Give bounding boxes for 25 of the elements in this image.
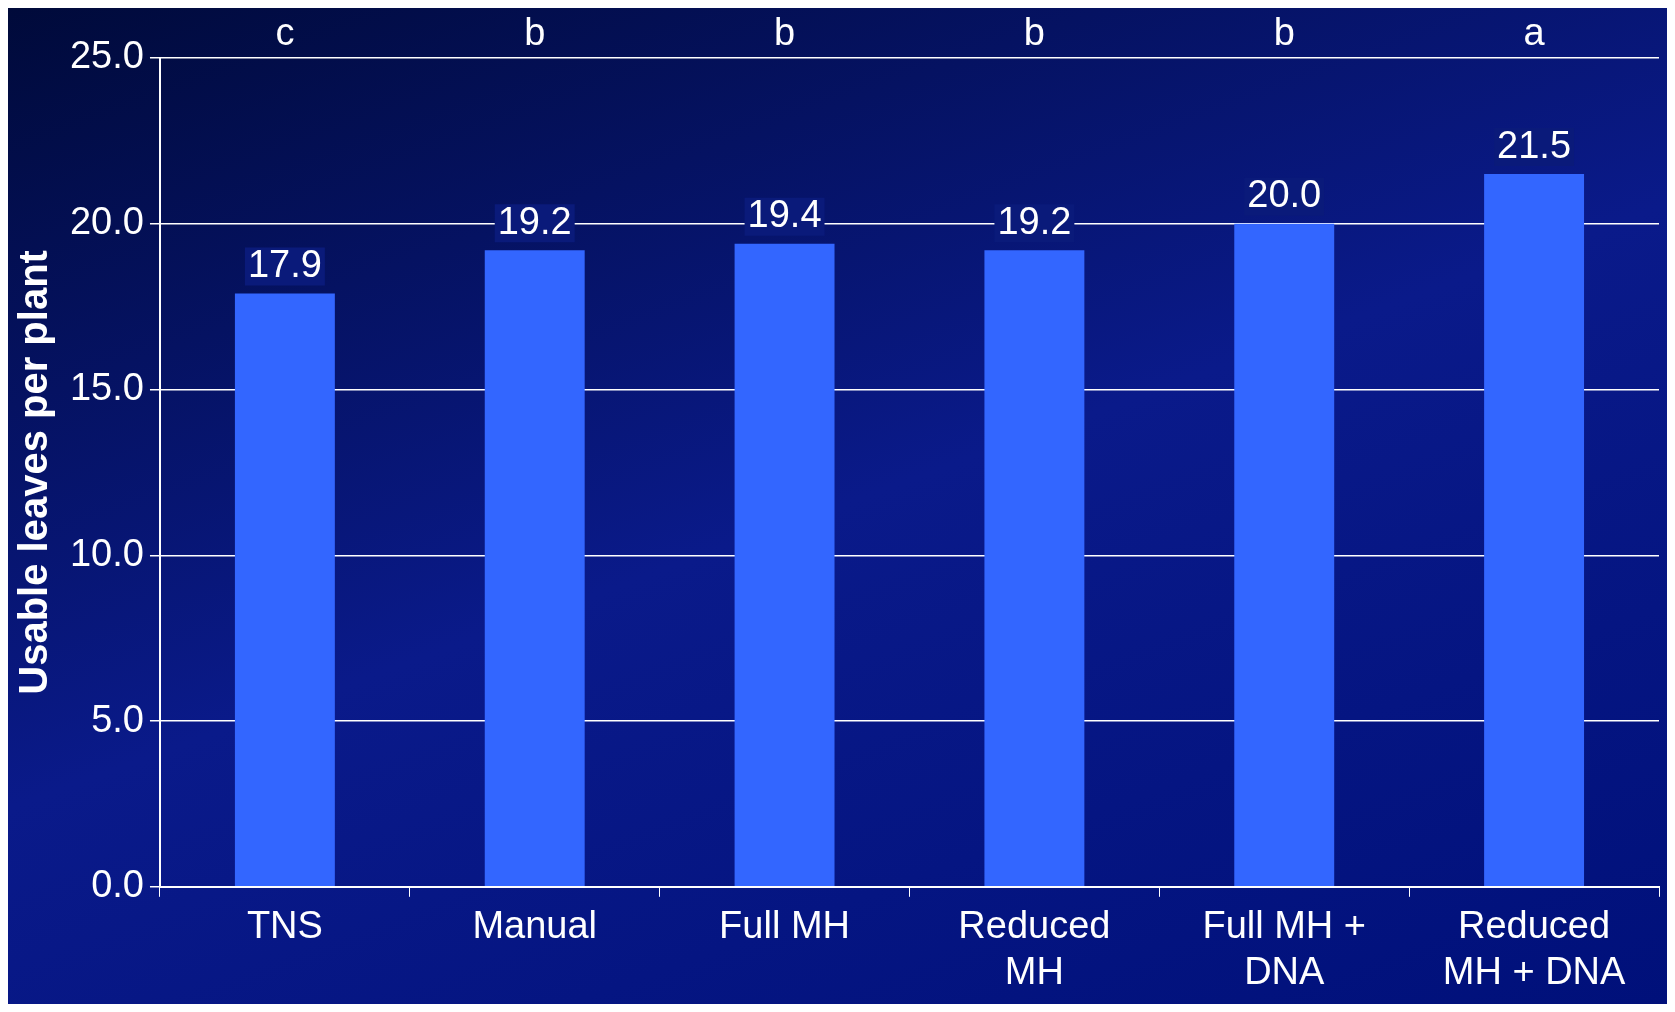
x-tick-label: Full MH	[719, 904, 850, 947]
data-label: 19.4	[747, 193, 822, 236]
x-tick-label: Reduced MH + DNA	[1442, 904, 1627, 992]
x-tick-label: TNS	[246, 904, 323, 947]
text: c	[275, 11, 295, 54]
y-axis-title: Usable leaves per plant	[11, 250, 56, 695]
text: a	[1523, 11, 1546, 54]
text: b	[773, 11, 796, 54]
text: b	[1023, 11, 1045, 54]
y-tick-label: 20.0	[69, 200, 144, 243]
y-tick-label: 5.0	[91, 697, 144, 740]
data-label: 19.2	[997, 199, 1072, 242]
y-tick-label: 0.0	[91, 863, 144, 906]
y-tick-label: 10.0	[69, 531, 144, 574]
y-tick-label: 25.0	[69, 34, 144, 77]
text: b	[1273, 11, 1295, 54]
x-tick-label: Reduced MH	[958, 904, 1111, 992]
text: b	[524, 11, 546, 54]
data-label: 17.9	[247, 242, 322, 285]
data-label: 21.5	[1497, 123, 1572, 166]
x-tick-label: Full MH + DNA	[1202, 904, 1367, 992]
data-label: 20.0	[1247, 173, 1322, 216]
y-tick-label: 15.0	[69, 366, 144, 408]
data-label: 19.2	[497, 199, 572, 242]
x-tick-label: Manual	[472, 904, 598, 947]
